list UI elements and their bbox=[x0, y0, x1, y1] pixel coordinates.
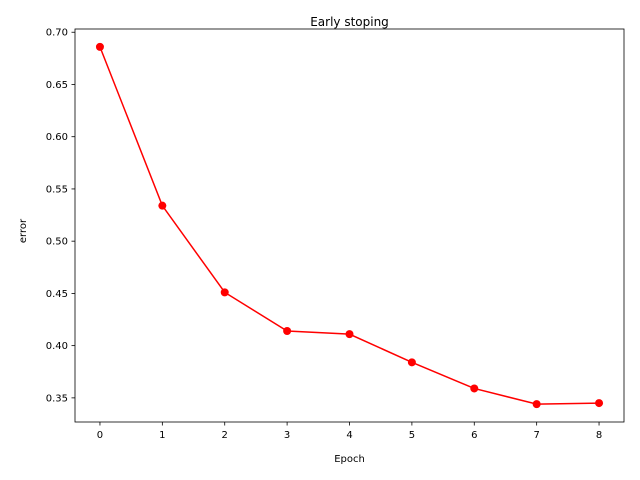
x-axis-label: Epoch bbox=[334, 454, 365, 465]
x-tick-label: 6 bbox=[471, 430, 477, 441]
x-tick-label: 4 bbox=[346, 430, 352, 441]
x-tick-label: 3 bbox=[284, 430, 290, 441]
y-tick-label: 0.70 bbox=[46, 28, 68, 39]
y-tick-label: 0.40 bbox=[46, 341, 68, 352]
x-tick-label: 5 bbox=[409, 430, 415, 441]
x-tick-label: 8 bbox=[596, 430, 602, 441]
x-tick-label: 1 bbox=[159, 430, 165, 441]
data-point bbox=[407, 358, 416, 367]
x-tick-label: 7 bbox=[533, 430, 539, 441]
data-point bbox=[470, 384, 479, 393]
y-tick-label: 0.35 bbox=[46, 393, 68, 404]
y-tick-label: 0.50 bbox=[46, 237, 68, 248]
x-tick-label: 2 bbox=[222, 430, 228, 441]
data-point bbox=[220, 288, 229, 297]
y-tick-label: 0.60 bbox=[46, 132, 68, 143]
y-tick-label: 0.65 bbox=[46, 80, 68, 91]
data-point bbox=[345, 330, 354, 339]
y-tick-label: 0.55 bbox=[46, 184, 68, 195]
data-point bbox=[95, 42, 104, 51]
data-point bbox=[283, 327, 292, 336]
data-point bbox=[158, 201, 167, 210]
x-tick-label: 0 bbox=[97, 430, 103, 441]
y-axis-label: error bbox=[18, 218, 29, 243]
y-tick-label: 0.45 bbox=[46, 289, 68, 300]
chart-title: Early stoping bbox=[310, 15, 389, 29]
plot-area: 0 1 2 3 4 5 6 7 8 0.35 0.40 0.45 0.50 0.55 0.60 0.65 0.7… bbox=[46, 28, 625, 441]
data-point bbox=[595, 399, 604, 408]
data-point bbox=[532, 400, 541, 409]
